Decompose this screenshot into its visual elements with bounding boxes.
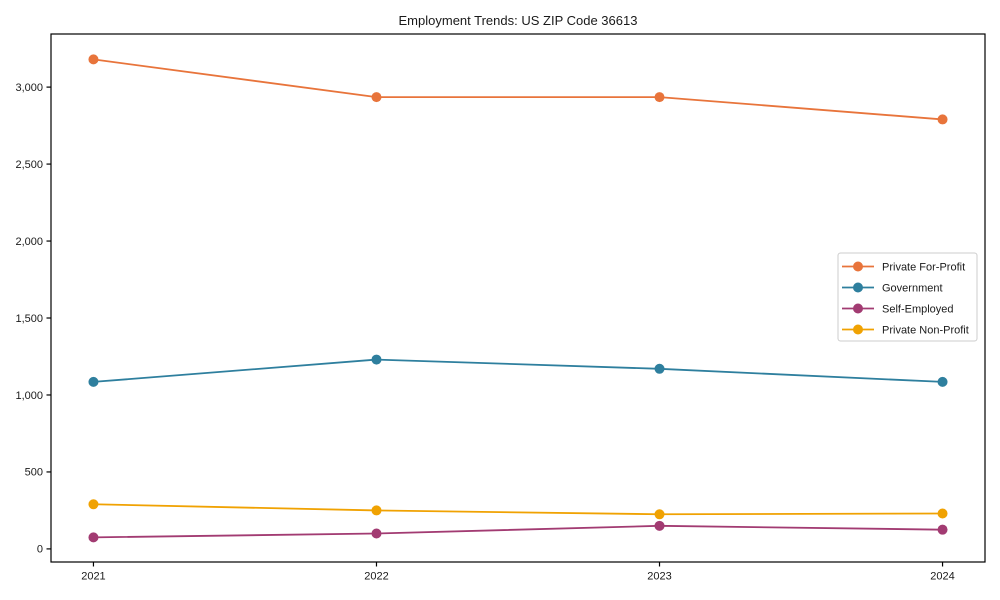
series-line-private-non-profit (93, 503, 943, 516)
y-tick-label: 0 (37, 544, 43, 556)
legend-box (837, 252, 978, 342)
legend-marker (853, 303, 863, 314)
x-tick-label: 2021 (81, 571, 105, 583)
data-point-government-2024 (937, 376, 948, 387)
y-tick-label: 2,000 (15, 236, 43, 248)
data-point-private-for-profit-2024 (937, 114, 948, 125)
y-tick-label: 3,000 (15, 82, 43, 94)
data-point-self-employed-2022 (371, 528, 382, 539)
legend: Private For-Profit Government Self-Employe… (837, 252, 978, 342)
data-point-private-for-profit-2023 (654, 92, 665, 103)
x-tick-label: 2022 (364, 571, 388, 583)
data-point-private-non-profit-2023 (654, 509, 665, 520)
data-point-government-2023 (654, 363, 665, 374)
legend-item-government: Government (842, 282, 943, 294)
y-tick-label: 2,500 (15, 159, 43, 171)
legend-item-private-for-profit: Private For-Profit (842, 261, 965, 273)
legend-item-self-employed: Self-Employed (842, 303, 954, 315)
legend-label: Self-Employed (882, 303, 954, 315)
y-tick-label: 500 (25, 467, 43, 479)
data-point-self-employed-2021 (88, 532, 99, 543)
data-point-private-non-profit-2021 (88, 499, 99, 510)
data-point-private-non-profit-2024 (937, 508, 948, 519)
series-line-self-employed (93, 524, 943, 539)
data-point-government-2022 (371, 354, 382, 365)
legend-label: Private Non-Profit (882, 324, 969, 336)
data-point-government-2021 (88, 376, 99, 387)
data-point-private-for-profit-2022 (371, 92, 382, 103)
series-line-private-for-profit (93, 58, 943, 121)
data-point-self-employed-2023 (654, 520, 665, 531)
x-tick-label: 2024 (930, 571, 954, 583)
data-point-private-non-profit-2022 (371, 505, 382, 516)
legend-item-private-non-profit: Private Non-Profit (842, 324, 969, 336)
series-line-government (93, 358, 943, 383)
x-tick-label: 2023 (647, 571, 671, 583)
legend-label: Government (882, 282, 943, 294)
legend-marker (853, 324, 863, 335)
legend-marker (853, 282, 863, 293)
y-tick-label: 1,500 (15, 313, 43, 325)
y-tick-label: 1,000 (15, 390, 43, 402)
chart-title: Employment Trends: US ZIP Code 36613 (399, 13, 638, 28)
data-point-self-employed-2024 (937, 524, 948, 535)
legend-marker (853, 261, 863, 272)
data-point-private-for-profit-2021 (88, 54, 99, 65)
axes-frame (50, 33, 986, 563)
legend-label: Private For-Profit (882, 261, 965, 273)
plot-area: 2021 2022 2023 2024 0 500 1,000 1,500 2,000 2,500… (15, 33, 986, 583)
